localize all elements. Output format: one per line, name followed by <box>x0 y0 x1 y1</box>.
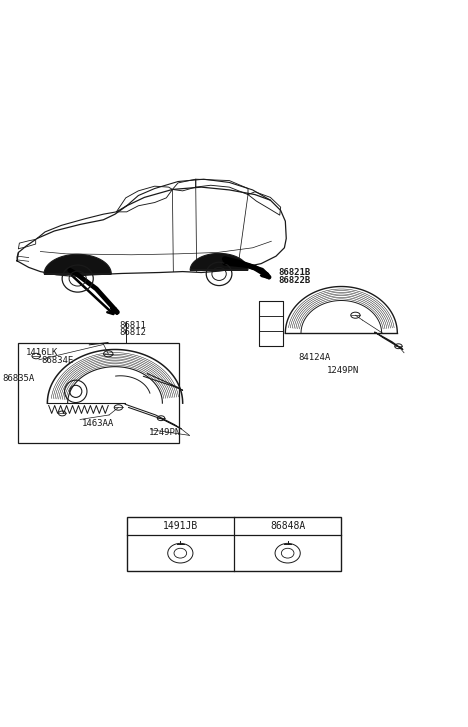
Text: 86811: 86811 <box>120 321 146 330</box>
Polygon shape <box>190 254 248 270</box>
Polygon shape <box>44 254 111 274</box>
Text: 86822B: 86822B <box>278 276 311 285</box>
Text: 86835A: 86835A <box>2 374 34 383</box>
Text: 86848A: 86848A <box>270 521 305 531</box>
Text: 84124A: 84124A <box>299 353 331 362</box>
Text: 1463AA: 1463AA <box>82 419 115 427</box>
Text: 86834E: 86834E <box>42 356 74 365</box>
Text: 86821B: 86821B <box>278 268 311 277</box>
Text: 1249PN: 1249PN <box>327 366 359 375</box>
Text: 1491JB: 1491JB <box>163 521 198 531</box>
Text: 86812: 86812 <box>120 328 146 337</box>
Text: 1249PN: 1249PN <box>149 428 181 437</box>
Text: 1416LK: 1416LK <box>26 348 58 357</box>
